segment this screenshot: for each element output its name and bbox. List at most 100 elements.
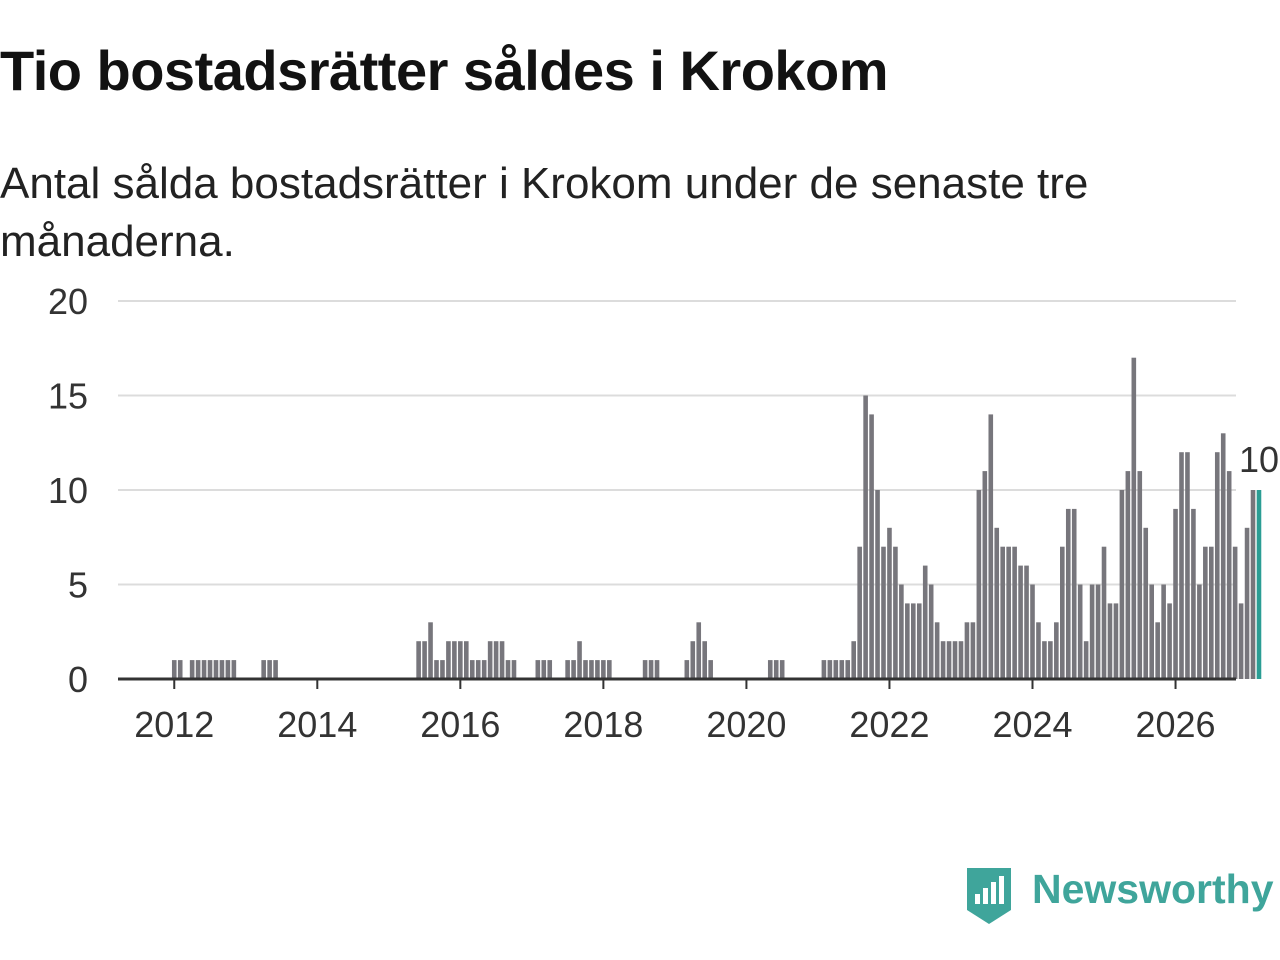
bar [1095, 584, 1101, 679]
bar [928, 584, 934, 679]
bar [177, 660, 183, 679]
bar [1149, 584, 1154, 679]
bar [982, 471, 988, 679]
bar-highlighted [1256, 490, 1262, 679]
bar [446, 641, 451, 679]
bar [201, 660, 207, 679]
bar [845, 660, 851, 679]
bar [583, 660, 588, 679]
y-tick-label: 15 [48, 376, 88, 417]
bar [1155, 622, 1160, 679]
bar [1071, 508, 1077, 679]
bar [857, 546, 862, 679]
bar [493, 641, 499, 679]
x-tick-label: 2014 [277, 704, 357, 745]
bar [231, 660, 237, 679]
bar [958, 641, 964, 679]
bar [952, 641, 958, 679]
bar [875, 490, 880, 679]
bar [922, 565, 928, 679]
bar [821, 660, 827, 679]
bar [988, 414, 994, 679]
x-tick-label: 2022 [849, 704, 929, 745]
bar [171, 660, 177, 679]
bar [1113, 603, 1119, 679]
bar [1048, 641, 1053, 679]
bar [1197, 584, 1202, 679]
bar [654, 660, 660, 679]
bar [1042, 641, 1047, 679]
x-tick-label: 2020 [706, 704, 786, 745]
bar [1036, 622, 1041, 679]
bar [1119, 490, 1125, 679]
bar [833, 660, 839, 679]
bar [1101, 546, 1107, 679]
bar [708, 660, 713, 679]
newsworthy-logo[interactable]: Newsworthy [964, 866, 1274, 926]
bar [1209, 546, 1214, 679]
gridlines [118, 300, 1236, 586]
bar [1191, 508, 1196, 679]
y-tick-label: 10 [48, 470, 88, 511]
bar [422, 641, 427, 679]
bar [1018, 565, 1023, 679]
bar [893, 546, 898, 679]
bar [1107, 603, 1113, 679]
bar [434, 660, 439, 679]
bar [195, 660, 201, 679]
bar [1161, 584, 1166, 679]
bar [565, 660, 570, 679]
bar [905, 603, 910, 679]
bar [1030, 584, 1035, 679]
bar [1203, 546, 1208, 679]
bar [970, 622, 976, 679]
bar [571, 660, 576, 679]
bar [1143, 527, 1149, 679]
bar [273, 660, 278, 679]
chart-title: Tio bostadsrätter såldes i Krokom [0, 39, 889, 102]
bar [976, 490, 982, 679]
bar [589, 660, 594, 679]
bar [1167, 603, 1172, 679]
bar [934, 622, 940, 679]
bar [547, 660, 553, 679]
bar [1065, 508, 1071, 679]
bar [469, 660, 475, 679]
bar [863, 395, 868, 679]
y-tick-label: 0 [68, 659, 88, 700]
bar [487, 641, 493, 679]
bar [1220, 433, 1226, 679]
bars [171, 357, 1262, 679]
x-tick-label: 2016 [420, 704, 500, 745]
bar [535, 660, 541, 679]
bar [911, 603, 916, 679]
bar [440, 660, 445, 679]
bar [1131, 357, 1137, 679]
bar [607, 660, 612, 679]
bar [1238, 603, 1244, 679]
bar [505, 660, 511, 679]
bar [452, 641, 457, 679]
bar [1250, 490, 1256, 679]
bar [1060, 546, 1065, 679]
y-tick-label: 20 [48, 281, 88, 322]
x-tick-label: 2018 [563, 704, 643, 745]
bar [940, 641, 946, 679]
bar [1024, 565, 1029, 679]
bar [219, 660, 225, 679]
bar [1054, 622, 1059, 679]
bar [1244, 527, 1250, 679]
brand-name: Newsworthy [1032, 866, 1274, 912]
bar [851, 641, 856, 679]
bar [642, 660, 648, 679]
y-tick-label: 5 [68, 565, 88, 606]
bar [416, 641, 421, 679]
bar [839, 660, 845, 679]
newsworthy-icon [967, 868, 1011, 924]
bar [994, 527, 1000, 679]
bar [1179, 452, 1184, 679]
bar [779, 660, 785, 679]
bar [1214, 452, 1220, 679]
